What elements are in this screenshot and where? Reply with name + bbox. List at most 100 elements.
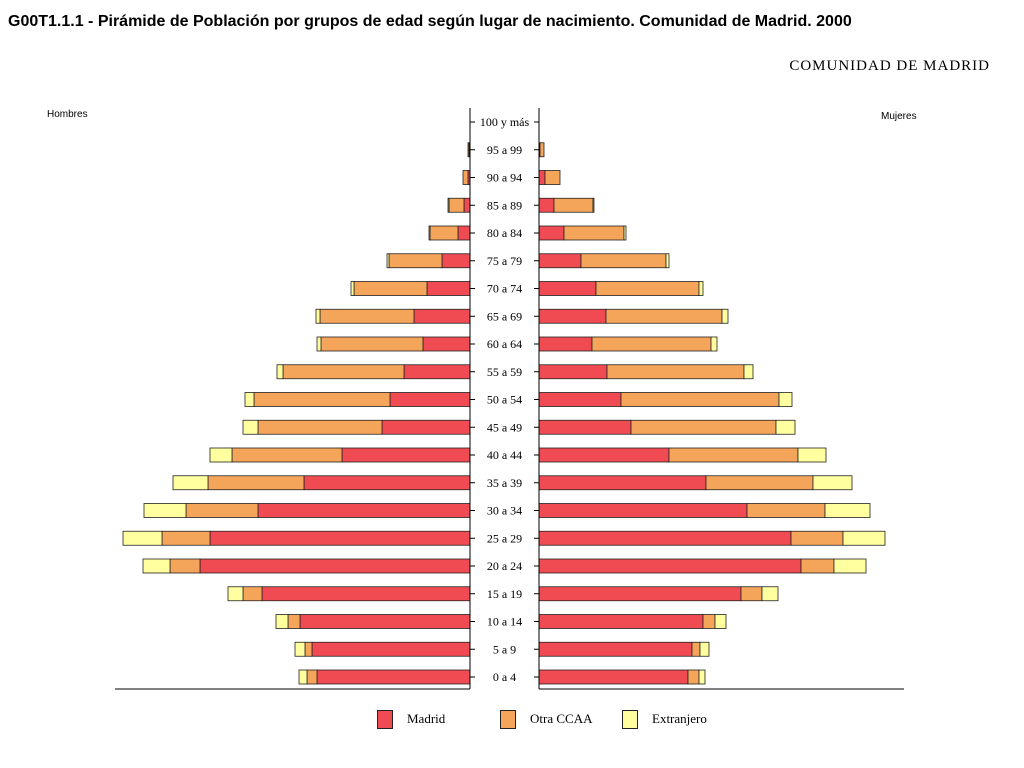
bar-mujeres-madrid-2 bbox=[538, 614, 704, 629]
bar-mujeres-otra-ccaa-16 bbox=[563, 225, 625, 241]
axes bbox=[115, 108, 904, 690]
bar-mujeres-madrid-15 bbox=[538, 253, 582, 269]
bar-hombres-madrid-1 bbox=[311, 641, 471, 657]
bar-mujeres-otra-ccaa-17 bbox=[553, 197, 594, 213]
bar-mujeres-otra-ccaa-13 bbox=[605, 308, 723, 324]
bar-mujeres-extranjero-10 bbox=[778, 392, 793, 407]
bar-hombres-extranjero-12 bbox=[316, 336, 322, 352]
bar-hombres-otra-ccaa-16 bbox=[429, 225, 459, 241]
bar-mujeres-extranjero-11 bbox=[743, 364, 754, 380]
legend-swatch-extranjero bbox=[622, 710, 638, 729]
bars-hombres bbox=[122, 142, 471, 685]
bar-hombres-madrid-2 bbox=[299, 614, 471, 629]
bar-mujeres-madrid-8 bbox=[538, 447, 670, 463]
bar-mujeres-madrid-12 bbox=[538, 336, 593, 352]
bar-hombres-extranjero-4 bbox=[142, 558, 171, 574]
bar-mujeres-extranjero-9 bbox=[775, 419, 796, 435]
bar-mujeres-madrid-0 bbox=[538, 669, 689, 685]
legend-swatch-madrid bbox=[377, 710, 393, 729]
bar-mujeres-extranjero-6 bbox=[824, 503, 871, 518]
bar-hombres-madrid-15 bbox=[441, 253, 471, 269]
bar-mujeres-otra-ccaa-3 bbox=[740, 586, 763, 602]
age-label-19: 95 a 99 bbox=[487, 143, 522, 157]
bar-hombres-otra-ccaa-7 bbox=[207, 475, 305, 491]
bar-hombres-extranjero-9 bbox=[242, 419, 259, 435]
age-label-7: 35 a 39 bbox=[487, 476, 522, 490]
legend-label-madrid: Madrid bbox=[407, 711, 446, 726]
bar-mujeres-extranjero-3 bbox=[761, 586, 779, 602]
bar-mujeres-otra-ccaa-11 bbox=[606, 364, 745, 380]
bar-mujeres-otra-ccaa-14 bbox=[595, 281, 700, 296]
bar-hombres-extranjero-17 bbox=[447, 197, 450, 213]
bar-hombres-otra-ccaa-4 bbox=[169, 558, 201, 574]
bar-mujeres-otra-ccaa-18 bbox=[544, 170, 561, 185]
bar-hombres-otra-ccaa-14 bbox=[353, 281, 428, 296]
bar-hombres-otra-ccaa-1 bbox=[304, 641, 313, 657]
age-label-11: 55 a 59 bbox=[487, 365, 522, 379]
bar-mujeres-otra-ccaa-15 bbox=[580, 253, 667, 269]
bar-hombres-extranjero-11 bbox=[276, 364, 284, 380]
bar-mujeres-madrid-9 bbox=[538, 419, 632, 435]
bar-mujeres-extranjero-17 bbox=[592, 197, 595, 213]
bar-mujeres-otra-ccaa-1 bbox=[691, 641, 701, 657]
age-label-3: 15 a 19 bbox=[487, 587, 522, 601]
bar-hombres-otra-ccaa-5 bbox=[161, 530, 211, 546]
bar-hombres-otra-ccaa-15 bbox=[388, 253, 443, 269]
age-label-5: 25 a 29 bbox=[487, 531, 522, 545]
bar-mujeres-madrid-6 bbox=[538, 503, 748, 518]
bar-hombres-madrid-5 bbox=[209, 530, 471, 546]
age-label-15: 75 a 79 bbox=[487, 254, 522, 268]
bar-hombres-madrid-6 bbox=[257, 503, 471, 518]
bar-mujeres-extranjero-5 bbox=[842, 530, 886, 546]
bar-mujeres-otra-ccaa-19 bbox=[539, 142, 545, 158]
bar-hombres-otra-ccaa-13 bbox=[319, 308, 415, 324]
bar-hombres-madrid-0 bbox=[316, 669, 471, 685]
bar-mujeres-madrid-14 bbox=[538, 281, 597, 296]
age-label-18: 90 a 94 bbox=[487, 171, 522, 185]
bar-mujeres-madrid-11 bbox=[538, 364, 608, 380]
bar-mujeres-otra-ccaa-10 bbox=[620, 392, 780, 407]
bar-hombres-madrid-13 bbox=[413, 308, 471, 324]
age-label-20: 100 y más bbox=[480, 115, 530, 129]
age-tick-labels: 0 a 4 5 a 9 10 a 14 15 a 19 20 a 24 25 a 29 30… bbox=[480, 115, 530, 684]
age-label-1: 5 a 9 bbox=[493, 642, 516, 656]
bar-hombres-madrid-14 bbox=[426, 281, 471, 296]
bar-hombres-otra-ccaa-0 bbox=[306, 669, 318, 685]
bar-hombres-otra-ccaa-11 bbox=[282, 364, 405, 380]
bar-mujeres-otra-ccaa-12 bbox=[591, 336, 712, 352]
bars-mujeres bbox=[538, 142, 886, 685]
bar-hombres-extranjero-1 bbox=[294, 641, 306, 657]
bar-hombres-madrid-16 bbox=[457, 225, 471, 241]
bar-hombres-otra-ccaa-6 bbox=[185, 503, 259, 518]
bar-hombres-madrid-11 bbox=[403, 364, 471, 380]
bar-mujeres-otra-ccaa-8 bbox=[668, 447, 799, 463]
age-label-9: 45 a 49 bbox=[487, 420, 522, 434]
age-label-2: 10 a 14 bbox=[487, 615, 522, 629]
bar-hombres-otra-ccaa-9 bbox=[257, 419, 383, 435]
bar-hombres-extranjero-6 bbox=[143, 503, 187, 518]
bar-mujeres-extranjero-15 bbox=[665, 253, 670, 269]
bar-hombres-madrid-8 bbox=[341, 447, 471, 463]
bar-mujeres-madrid-1 bbox=[538, 641, 693, 657]
right-side-label: Mujeres bbox=[881, 111, 917, 122]
bar-mujeres-otra-ccaa-6 bbox=[746, 503, 826, 518]
bar-hombres-madrid-7 bbox=[303, 475, 471, 491]
bar-hombres-madrid-17 bbox=[463, 197, 471, 213]
bar-mujeres-otra-ccaa-0 bbox=[687, 669, 700, 685]
bar-hombres-extranjero-0 bbox=[298, 669, 308, 685]
bar-hombres-extranjero-3 bbox=[227, 586, 244, 602]
age-label-4: 20 a 24 bbox=[487, 559, 522, 573]
bar-hombres-extranjero-14 bbox=[350, 281, 355, 296]
left-side-label: Hombres bbox=[47, 109, 88, 120]
bar-hombres-extranjero-15 bbox=[386, 253, 390, 269]
legend-label-otra-ccaa: Otra CCAA bbox=[530, 711, 593, 726]
bar-hombres-otra-ccaa-17 bbox=[448, 197, 465, 213]
bar-mujeres-madrid-3 bbox=[538, 586, 742, 602]
bar-mujeres-madrid-13 bbox=[538, 308, 607, 324]
bar-mujeres-extranjero-7 bbox=[812, 475, 853, 491]
age-label-0: 0 a 4 bbox=[493, 670, 516, 684]
bar-mujeres-otra-ccaa-4 bbox=[800, 558, 835, 574]
bar-mujeres-extranjero-14 bbox=[698, 281, 704, 296]
legend-swatch-otra-ccaa bbox=[500, 710, 516, 729]
bar-hombres-madrid-4 bbox=[199, 558, 471, 574]
